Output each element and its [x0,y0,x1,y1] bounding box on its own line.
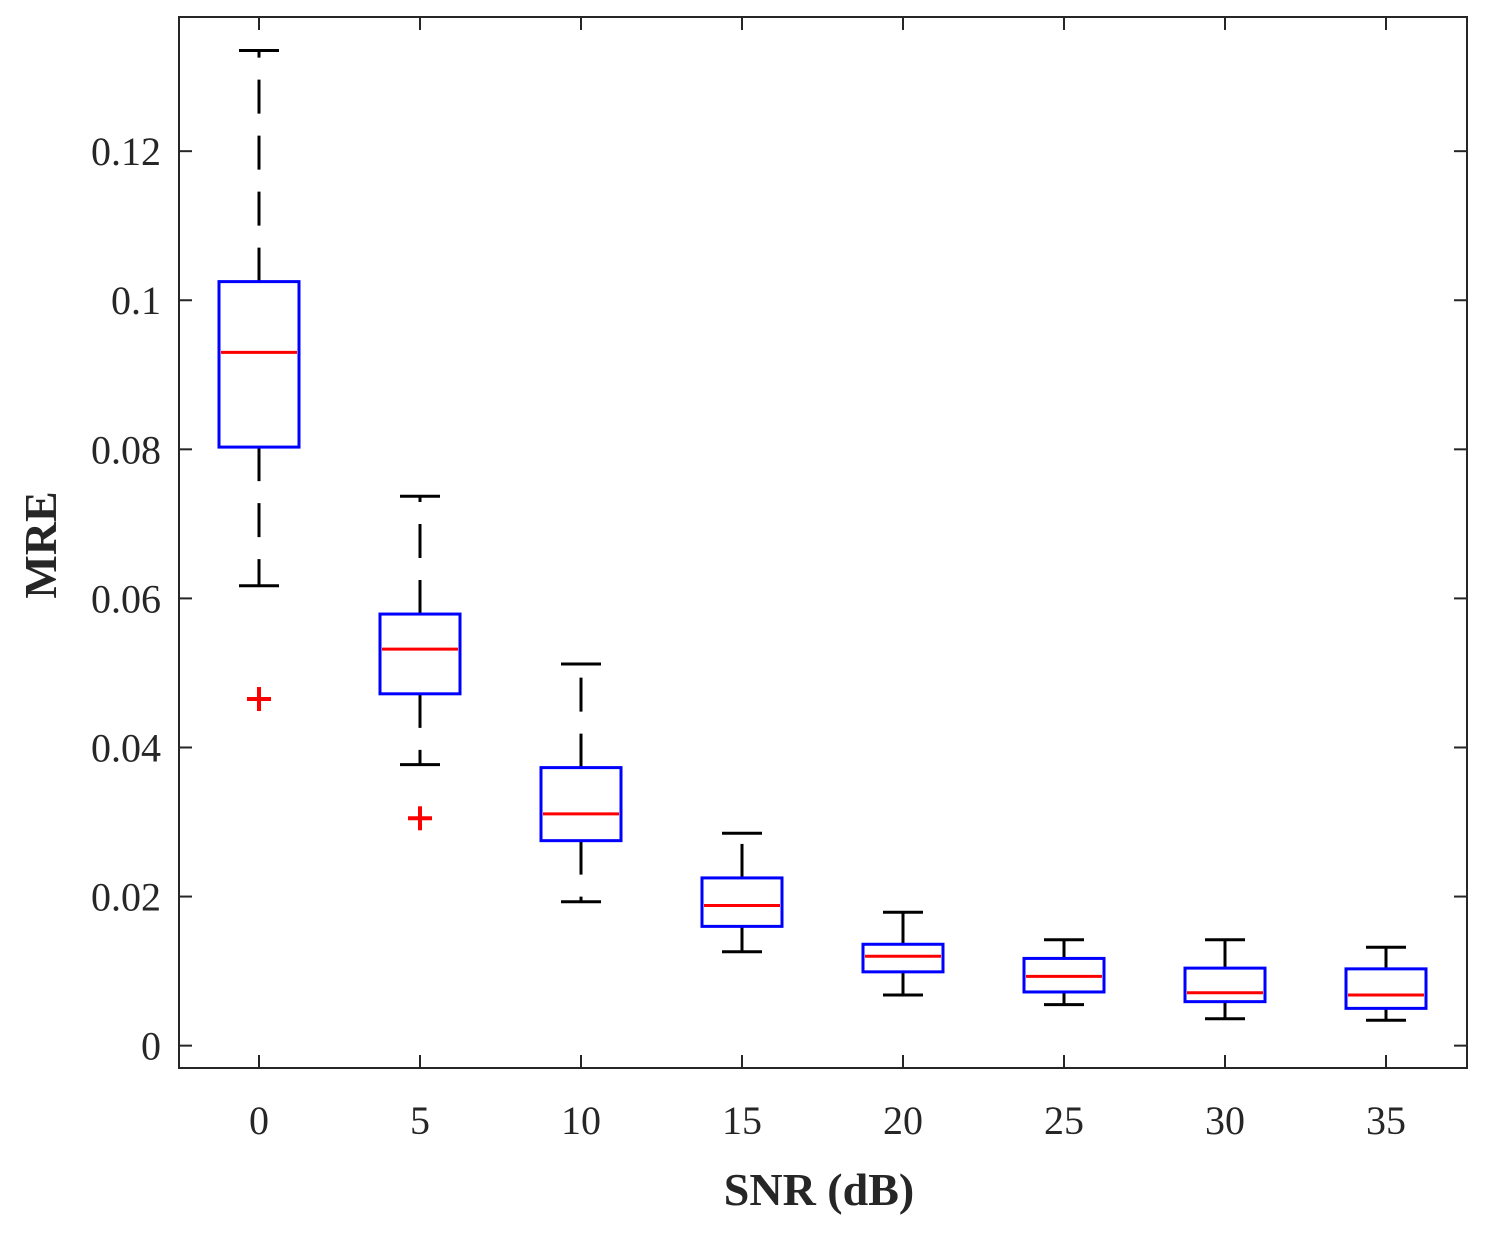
x-tick-label: 0 [249,1098,269,1143]
box-5 [378,494,462,831]
iqr-box [378,612,462,696]
x-axis-label: SNR (dB) [724,1164,914,1215]
y-axis-label: MRE [15,491,66,598]
x-tick-label: 35 [1366,1098,1406,1143]
iqr-box [217,280,301,449]
outlier-marker [247,687,271,712]
y-tick-label: 0.08 [91,427,161,472]
x-tick-label: 5 [410,1098,430,1143]
box-20 [861,910,945,997]
box-35 [1344,945,1428,1022]
box-25 [1022,938,1106,1007]
plot-frame [178,16,1468,1069]
y-axis: 0 0.02 0.04 0.06 0.08 0.1 0.12 [91,129,1467,1069]
y-tick-label: 0.04 [91,725,161,770]
x-tick-label: 25 [1044,1098,1084,1143]
box-15 [700,831,784,954]
y-tick-label: 0 [141,1024,161,1069]
iqr-box [539,766,623,843]
box-10 [539,662,623,904]
iqr-box [1344,967,1428,1010]
y-tick-label: 0.12 [91,129,161,174]
y-tick-label: 0.06 [91,576,161,621]
x-tick-label: 10 [561,1098,601,1143]
x-tick-label: 30 [1205,1098,1245,1143]
box-0 [217,49,301,712]
iqr-box [861,942,945,974]
x-tick-label: 20 [883,1098,923,1143]
box-30 [1183,938,1267,1021]
y-tick-label: 0.1 [111,278,161,323]
x-tick-label: 15 [722,1098,762,1143]
box-group [217,49,1428,1022]
outlier-marker [408,806,432,831]
iqr-box [700,876,784,928]
iqr-box [1183,966,1267,1004]
x-axis: 0 5 10 15 20 25 30 35 [249,17,1406,1143]
y-tick-label: 0.02 [91,875,161,920]
